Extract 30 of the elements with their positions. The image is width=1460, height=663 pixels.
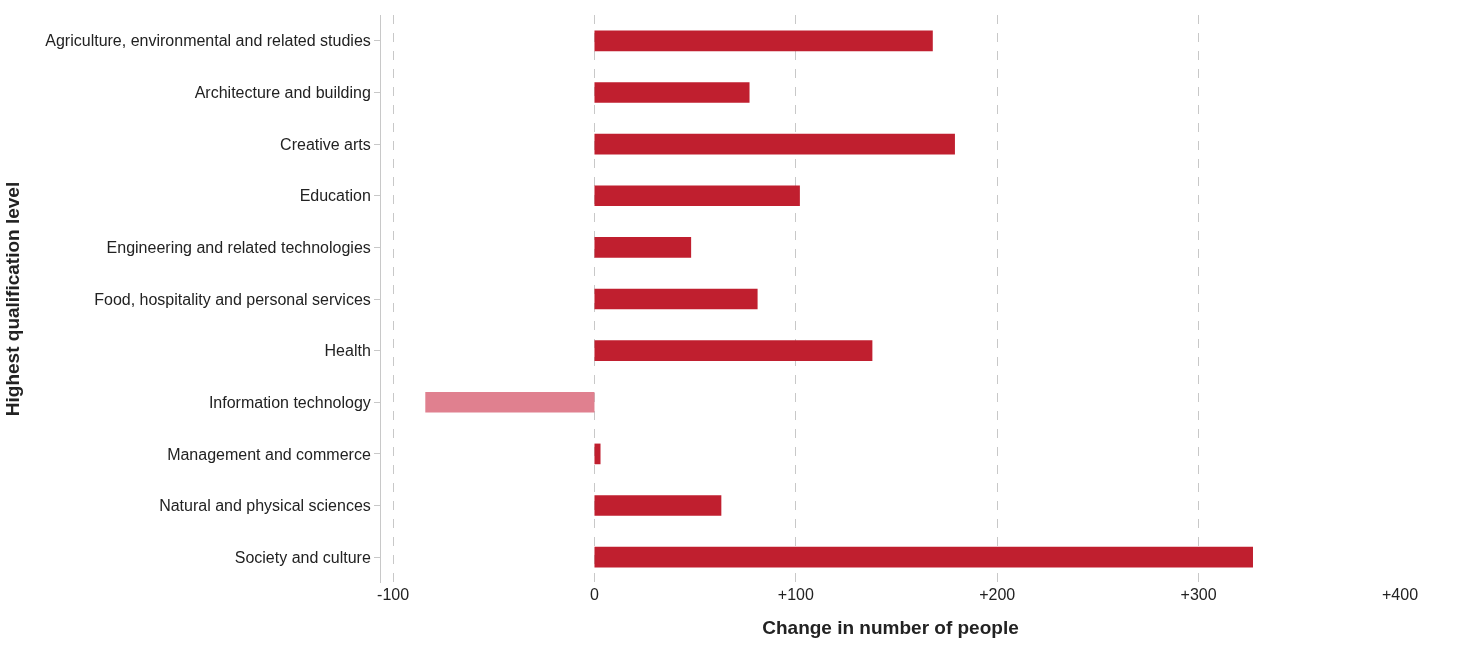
bar — [594, 237, 692, 258]
y-tick-label: Natural and physical sciences — [159, 497, 371, 515]
bar — [594, 185, 800, 207]
bar — [425, 391, 595, 413]
y-tick-label: Engineering and related technologies — [106, 238, 371, 256]
x-tick-label: 0 — [590, 586, 600, 603]
x-tick-label: +300 — [1180, 586, 1217, 603]
y-tick-label: Information technology — [208, 393, 371, 411]
y-tick-label: Creative arts — [280, 135, 371, 153]
y-tick-label: Society and culture — [234, 548, 371, 566]
bar — [594, 340, 873, 361]
y-tick-label: Architecture and building — [194, 84, 371, 102]
bar — [594, 288, 758, 310]
y-tick-label: Health — [324, 342, 371, 360]
bar — [594, 443, 601, 465]
x-tick-label: +200 — [979, 586, 1016, 603]
x-tick-label: +400 — [1381, 586, 1419, 603]
bar — [594, 546, 1253, 568]
x-axis-title: Change in number of people — [762, 616, 1019, 638]
y-tick-label: Food, hospitality and personal services — [94, 290, 371, 308]
bar — [594, 30, 933, 52]
y-tick-label: Management and commerce — [167, 445, 371, 463]
bar — [594, 495, 722, 516]
bar — [594, 82, 750, 103]
y-axis-title: Highest qualification level — [2, 181, 24, 417]
x-tick-label: -100 — [377, 586, 410, 603]
y-tick-label: Agriculture, environmental and related studies — [45, 32, 371, 50]
bar — [594, 133, 955, 155]
x-tick-label: +100 — [777, 586, 814, 603]
y-tick-label: Education — [299, 187, 371, 205]
